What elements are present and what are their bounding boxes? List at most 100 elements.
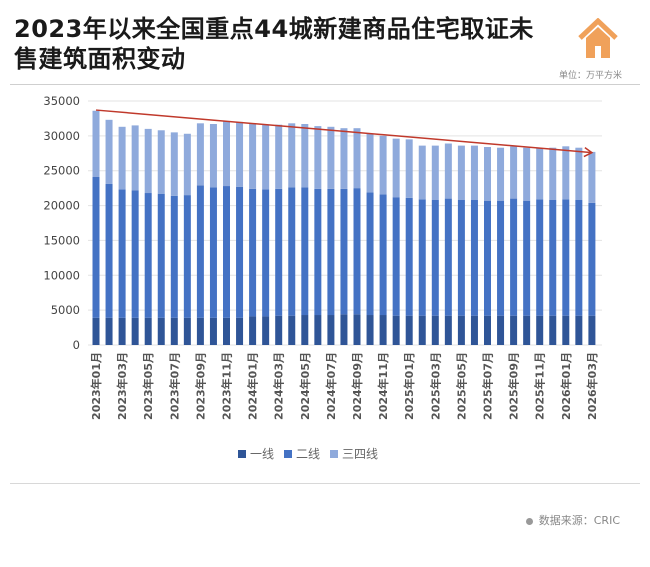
x-tick-label: 2025年11月: [533, 352, 547, 420]
x-tick-label: 2024年09月: [350, 352, 364, 420]
bar-tier34: [575, 147, 583, 200]
bar-tier34: [327, 126, 335, 189]
x-tick-label: 2025年01月: [402, 352, 416, 420]
bar-tier1: [405, 315, 413, 345]
y-tick-label: 5000: [51, 303, 80, 317]
legend-swatch: [284, 450, 292, 458]
x-tick-label: 2024年07月: [324, 352, 338, 420]
bar-tier2: [92, 176, 100, 318]
bar-tier1: [105, 317, 113, 345]
page-title: 2023年以来全国重点44城新建商品住宅取证未售建筑面积变动: [14, 15, 534, 73]
bar-tier34: [118, 126, 126, 190]
bar-tier34: [523, 147, 531, 201]
bar-tier34: [588, 151, 596, 203]
bar-tier34: [262, 124, 270, 190]
bar-tier34: [549, 147, 557, 200]
bar-tier2: [444, 198, 452, 316]
bar-tier1: [392, 315, 400, 345]
x-tick-label: 2023年03月: [115, 352, 129, 420]
bar-tier1: [209, 317, 217, 345]
bar-tier34: [183, 133, 191, 196]
bar-tier1: [157, 317, 165, 345]
bar-tier2: [379, 194, 387, 316]
y-tick-label: 25000: [43, 164, 80, 178]
bar-tier34: [444, 143, 452, 199]
bar-tier34: [170, 132, 178, 196]
bar-tier2: [588, 202, 596, 316]
bar-tier2: [170, 195, 178, 318]
bullet-icon: [525, 517, 533, 525]
bar-tier1: [340, 314, 348, 345]
bar-tier34: [275, 124, 283, 189]
bar-tier1: [327, 315, 335, 345]
y-tick-label: 30000: [43, 129, 80, 143]
bar-tier2: [288, 187, 296, 316]
bar-tier34: [497, 147, 505, 201]
bar-tier1: [470, 315, 478, 345]
bar-tier34: [470, 145, 478, 200]
bar-tier2: [510, 198, 518, 316]
bar-tier34: [405, 139, 413, 198]
bar-tier1: [497, 315, 505, 345]
bar-tier34: [301, 124, 309, 188]
bar-tier34: [288, 123, 296, 188]
bar-tier1: [301, 315, 309, 345]
divider: [10, 483, 640, 484]
bar-tier2: [275, 188, 283, 316]
bar-tier2: [314, 188, 322, 316]
bar-tier34: [457, 145, 465, 200]
bar-tier34: [392, 138, 400, 198]
bar-tier2: [118, 189, 126, 318]
bar-tier1: [562, 315, 570, 345]
bar-tier1: [236, 317, 244, 345]
bar-tier1: [314, 315, 322, 345]
x-tick-label: 2024年05月: [298, 352, 312, 420]
legend-swatch: [330, 450, 338, 458]
bar-tier1: [262, 316, 270, 345]
bar-tier2: [392, 197, 400, 316]
bar-tier1: [249, 316, 257, 345]
data-source: 数据来源：CRIC: [525, 512, 620, 528]
bar-tier2: [223, 186, 230, 318]
bar-tier1: [118, 317, 126, 345]
bar-tier2: [575, 199, 583, 316]
bar-tier2: [470, 199, 478, 316]
bar-tier34: [340, 128, 348, 189]
bar-tier1: [510, 315, 518, 345]
bar-tier34: [249, 123, 257, 189]
bar-tier34: [484, 147, 491, 201]
bar-tier2: [497, 200, 505, 316]
bar-tier1: [288, 315, 296, 345]
bar-tier1: [484, 315, 491, 345]
x-tick-label: 2024年11月: [376, 352, 390, 420]
trend-arrow-line: [95, 109, 592, 154]
bar-tier2: [353, 188, 361, 315]
bar-tier2: [105, 183, 113, 318]
bar-tier1: [183, 317, 191, 345]
bar-tier34: [131, 125, 139, 191]
bar-tier2: [249, 188, 257, 317]
bar-tier34: [536, 148, 544, 200]
bar-tier2: [340, 188, 348, 315]
x-tick-label: 2024年03月: [272, 352, 286, 420]
bar-tier2: [327, 188, 335, 316]
bar-tier1: [144, 317, 152, 345]
bar-tier34: [431, 145, 439, 200]
bar-tier2: [562, 199, 570, 316]
x-tick-label: 2025年07月: [481, 352, 495, 420]
bar-tier1: [588, 315, 596, 345]
bar-tier1: [92, 317, 100, 345]
bar-tier34: [236, 121, 244, 187]
bar-tier1: [131, 317, 139, 345]
bar-tier34: [366, 133, 374, 193]
bar-tier1: [549, 315, 557, 345]
x-tick-label: 2023年07月: [167, 352, 181, 420]
bar-tier1: [275, 315, 283, 345]
legend-swatch: [238, 450, 246, 458]
bar-tier2: [131, 190, 139, 318]
house-icon: [578, 18, 618, 58]
bar-tier2: [209, 187, 217, 318]
bar-tier1: [418, 315, 426, 345]
bar-tier34: [314, 126, 322, 189]
bar-tier2: [405, 197, 413, 316]
